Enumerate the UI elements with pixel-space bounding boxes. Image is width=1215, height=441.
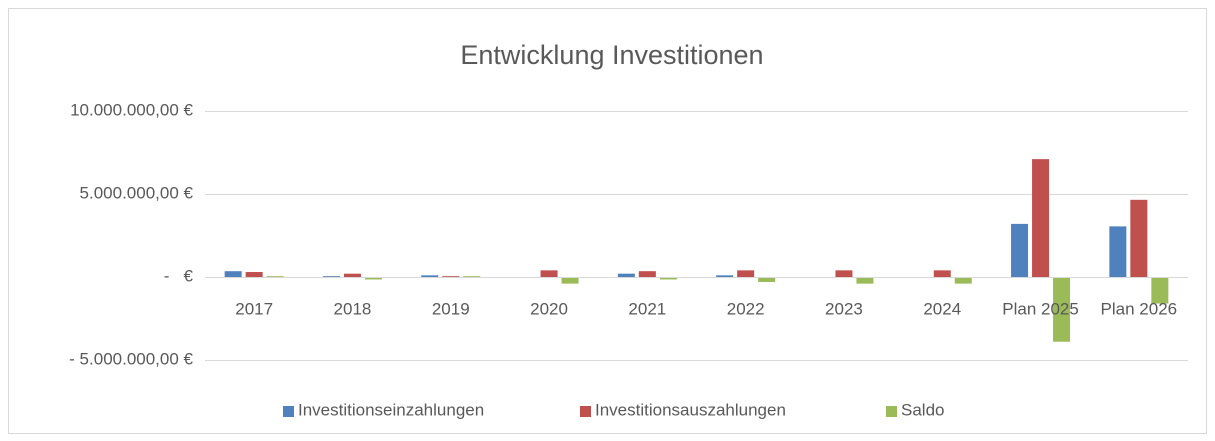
bar [540, 270, 558, 277]
bar [1053, 277, 1071, 342]
bar [659, 277, 677, 280]
bar [343, 273, 361, 277]
x-tick-label: 2019 [432, 299, 470, 318]
x-tick-label: Plan 2025 [1002, 299, 1079, 318]
x-tick-label: 2021 [628, 299, 666, 318]
bar [322, 276, 340, 277]
x-tick-label: 2024 [923, 299, 961, 318]
bar [617, 273, 635, 277]
bar [856, 277, 874, 284]
bar [421, 275, 439, 277]
bar [737, 270, 755, 277]
y-tick-label: 5.000.000,00 € [80, 183, 194, 202]
y-tick-label: 10.000.000,00 € [70, 100, 193, 119]
legend-swatch [283, 406, 294, 417]
x-tick-label: 2017 [235, 299, 273, 318]
legend-label: Investitionsauszahlungen [595, 400, 786, 419]
chart-title: Entwicklung Investitionen [460, 40, 763, 70]
x-tick-label: 2020 [530, 299, 568, 318]
x-tick-label: 2023 [825, 299, 863, 318]
y-tick-label: - € [164, 266, 194, 285]
bar [245, 272, 263, 277]
bar [954, 277, 972, 284]
bar [561, 277, 579, 284]
bar [758, 277, 776, 282]
bar [224, 271, 242, 277]
bar [1032, 159, 1050, 277]
bar [1151, 277, 1169, 304]
bar [1011, 223, 1029, 277]
legend-label: Saldo [901, 400, 944, 419]
bar [463, 276, 481, 277]
bar [442, 276, 460, 277]
legend-swatch [886, 406, 897, 417]
bar [716, 275, 734, 277]
bar [933, 270, 951, 277]
bar [638, 271, 656, 277]
legend-label: Investitionseinzahlungen [298, 400, 484, 419]
bar [1109, 226, 1127, 277]
bar [364, 277, 382, 280]
bar [1130, 199, 1148, 277]
x-tick-label: Plan 2026 [1101, 299, 1178, 318]
y-tick-label: - 5.000.000,00 € [69, 349, 193, 368]
chart-border [8, 8, 1207, 434]
bar [835, 270, 853, 277]
bar [266, 276, 284, 277]
x-tick-label: 2022 [727, 299, 765, 318]
legend-swatch [580, 406, 591, 417]
x-tick-label: 2018 [334, 299, 372, 318]
